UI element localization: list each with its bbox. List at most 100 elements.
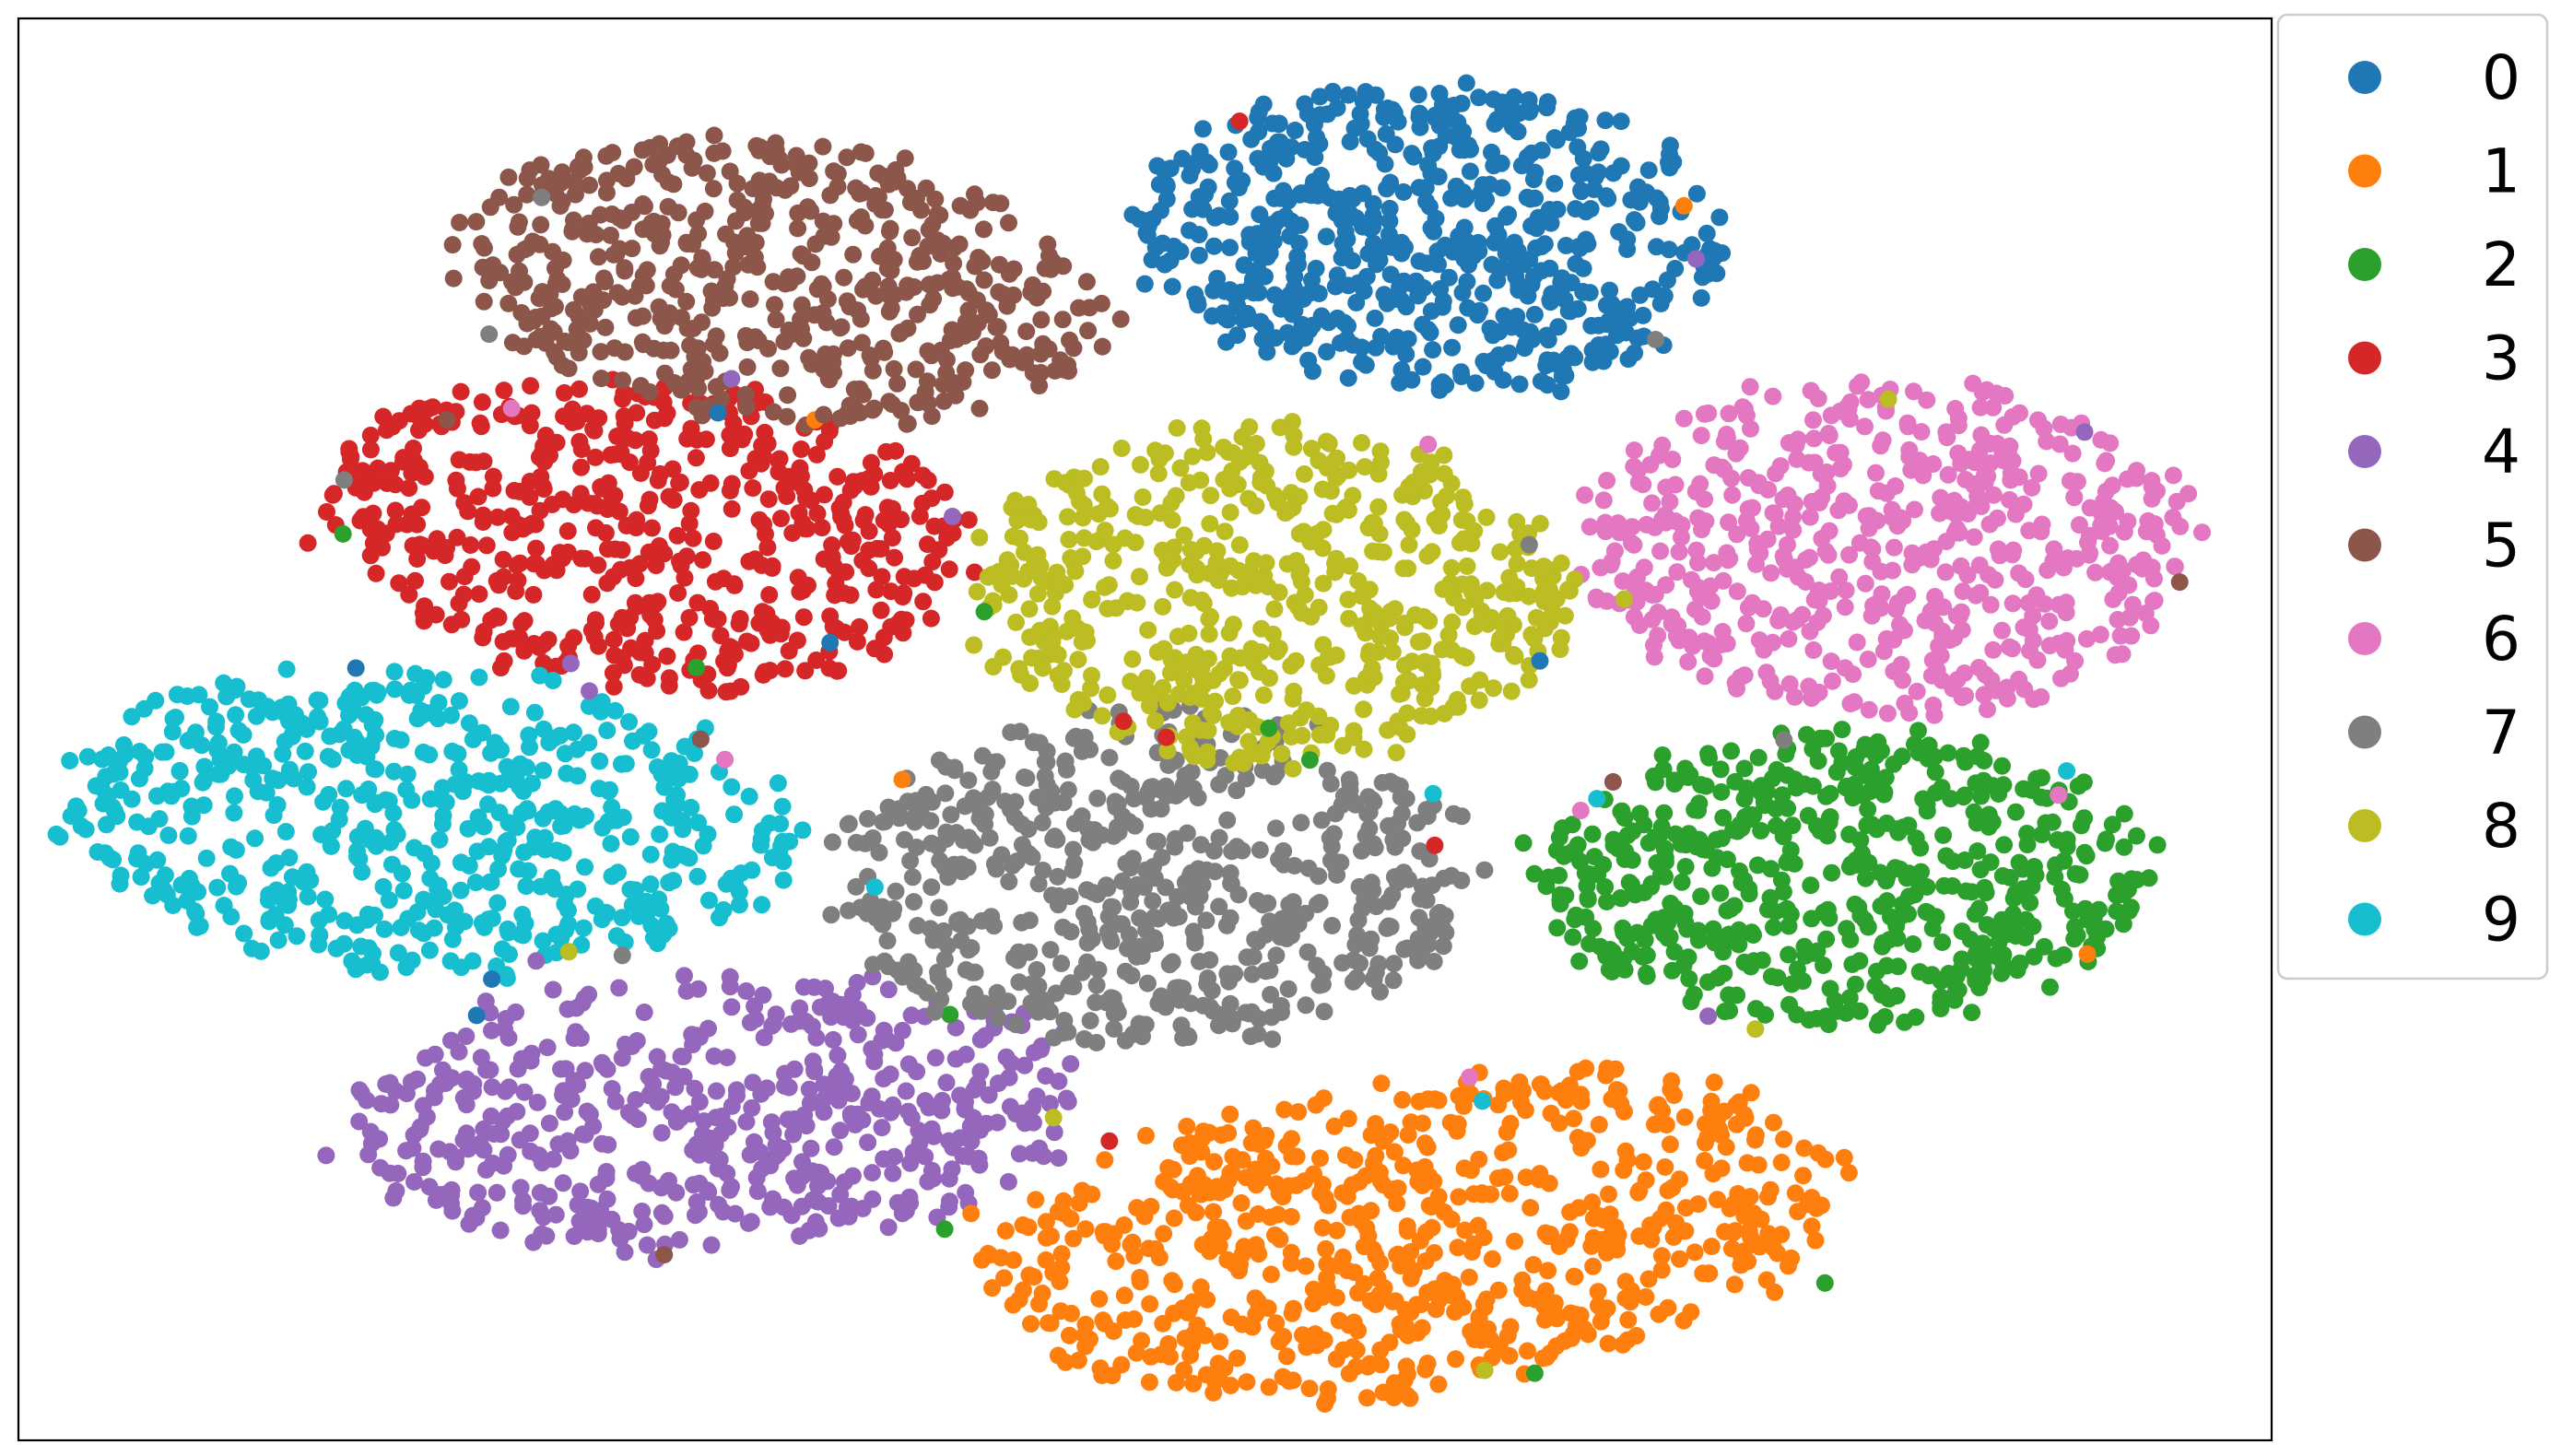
point: [1057, 760, 1075, 779]
point: [1048, 830, 1066, 849]
point: [1649, 604, 1667, 621]
point: [1589, 1283, 1607, 1301]
point: [999, 992, 1017, 1011]
point: [1498, 1326, 1517, 1344]
point: [1419, 321, 1438, 339]
point: [1216, 523, 1234, 541]
point: [971, 804, 990, 821]
point: [1347, 1341, 1366, 1359]
point: [1332, 334, 1349, 352]
point: [1456, 1221, 1474, 1239]
point: [1506, 1232, 1523, 1251]
point: [1198, 1290, 1216, 1309]
point: [2145, 592, 2164, 610]
point: [652, 1087, 670, 1106]
point: [1465, 1331, 1484, 1348]
point: [1749, 1156, 1768, 1174]
point: [772, 510, 790, 528]
point: [1620, 874, 1639, 892]
point: [1651, 194, 1669, 212]
point: [475, 292, 493, 311]
point: [1219, 1124, 1238, 1142]
point: [658, 647, 676, 665]
point: [767, 1136, 785, 1155]
point: [1916, 611, 1934, 629]
point: [1949, 409, 1968, 428]
point: [1053, 311, 1072, 329]
point: [1453, 284, 1472, 301]
point: [1059, 508, 1076, 526]
point: [372, 1095, 391, 1113]
point: [1858, 816, 1876, 834]
point: [447, 1153, 464, 1171]
point: [1862, 538, 1880, 557]
point: [859, 1133, 877, 1152]
point: [1028, 284, 1046, 302]
point: [872, 601, 890, 619]
point: [1303, 316, 1322, 335]
point: [1766, 504, 1784, 523]
point: [1388, 1246, 1406, 1264]
point: [1612, 112, 1630, 131]
point: [1182, 863, 1201, 882]
point: [589, 248, 607, 266]
point: [688, 593, 707, 612]
point: [1112, 1356, 1131, 1374]
point: [788, 631, 806, 650]
point: [1097, 1223, 1115, 1241]
point: [1489, 1281, 1508, 1299]
point: [661, 276, 679, 295]
point: [1180, 1196, 1197, 1215]
point: [593, 1134, 611, 1153]
point: [528, 1093, 546, 1111]
point: [1052, 1245, 1071, 1263]
point: [705, 144, 723, 162]
point: [471, 414, 489, 432]
point: [946, 374, 964, 393]
point: [907, 360, 925, 379]
point: [1031, 364, 1050, 382]
point: [922, 609, 940, 628]
point: [1042, 1227, 1060, 1245]
point: [910, 507, 929, 525]
point: [2069, 777, 2087, 795]
point: [1049, 1203, 1067, 1221]
point: [749, 332, 768, 350]
point: [1600, 960, 1618, 979]
point: [1221, 207, 1239, 226]
point: [1711, 884, 1730, 902]
point: [606, 1092, 625, 1110]
point: [1557, 887, 1575, 905]
point: [1976, 878, 1994, 897]
point: [1443, 338, 1462, 357]
point: [1653, 436, 1672, 454]
point: [1163, 1272, 1181, 1290]
point: [1398, 1386, 1416, 1404]
point: [1455, 250, 1474, 268]
point: [1317, 1239, 1335, 1258]
point: [1096, 1314, 1114, 1333]
point: [1254, 233, 1273, 252]
point: [1286, 857, 1304, 875]
point: [1051, 1302, 1070, 1321]
point: [1357, 83, 1375, 101]
point: [1679, 652, 1698, 671]
point: [1036, 767, 1054, 785]
point: [870, 843, 888, 862]
point: [1780, 675, 1799, 693]
point: [1000, 873, 1018, 891]
point: [1857, 869, 1874, 887]
point: [613, 649, 631, 667]
point: [1372, 1074, 1391, 1093]
point: [533, 1225, 551, 1243]
point: [2166, 558, 2184, 576]
point: [1172, 1016, 1191, 1035]
point: [1271, 133, 1289, 151]
point: [789, 569, 807, 587]
point: [484, 479, 502, 498]
point: [868, 539, 887, 558]
point: [1570, 108, 1589, 126]
point: [1452, 872, 1471, 889]
point: [1221, 239, 1239, 257]
point: [1717, 1138, 1735, 1157]
